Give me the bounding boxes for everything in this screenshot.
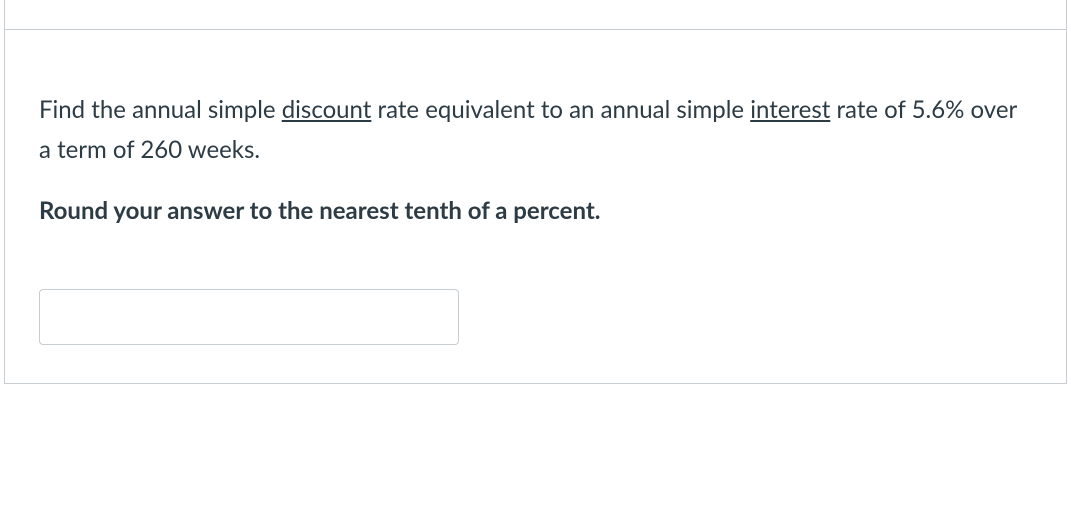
question-text: Find the annual simple discount rate equ… [39, 90, 1032, 169]
rounding-instruction: Round your answer to the nearest tenth o… [39, 193, 1032, 229]
question-text-part2: rate equivalent to an annual simple [371, 95, 750, 124]
question-underlined-discount: discount [282, 95, 372, 124]
answer-input[interactable] [39, 289, 459, 345]
question-underlined-interest: interest [750, 95, 830, 124]
previous-question-footer [4, 0, 1067, 30]
question-text-part1: Find the annual simple [39, 95, 282, 124]
question-panel: Find the annual simple discount rate equ… [4, 29, 1067, 384]
